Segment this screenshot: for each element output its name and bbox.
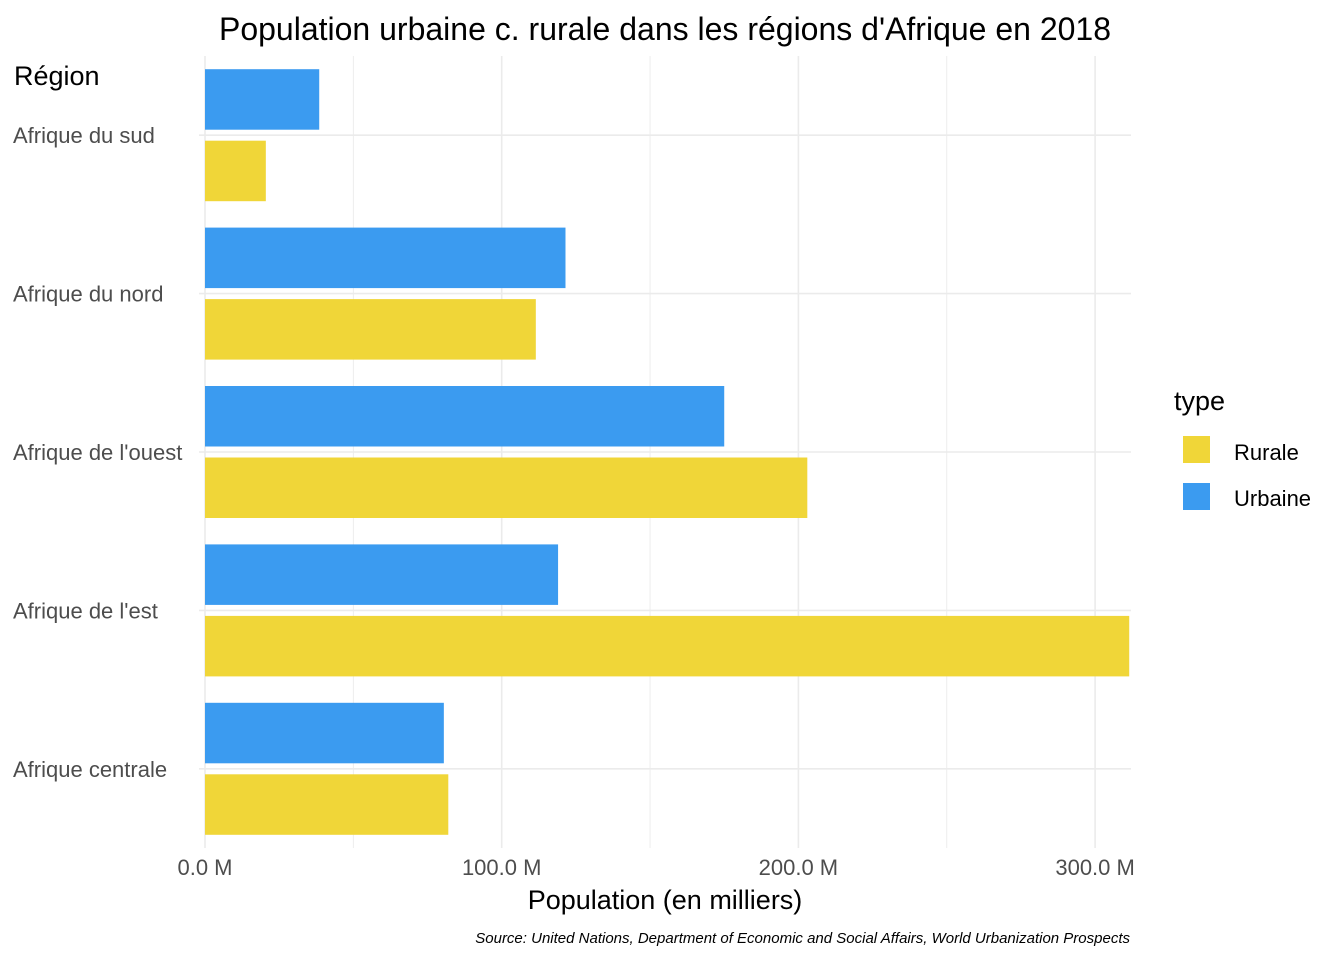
category-labels: Afrique du sud Afrique du nord Afrique de … bbox=[13, 123, 182, 782]
x-tick-label: 200.0 M bbox=[759, 855, 839, 880]
x-tick-label: 100.0 M bbox=[462, 855, 542, 880]
bar-rurale-0 bbox=[205, 140, 266, 202]
x-tick-label: 300.0 M bbox=[1055, 855, 1135, 880]
bar-rurale-1 bbox=[205, 299, 536, 360]
category-label: Afrique de l'est bbox=[13, 598, 158, 623]
category-label: Afrique du nord bbox=[13, 282, 163, 307]
legend: type Rurale Urbaine bbox=[1174, 386, 1311, 511]
bar-urbaine-1 bbox=[205, 227, 566, 289]
bar-urbaine-0 bbox=[205, 69, 320, 130]
bar-urbaine-2 bbox=[205, 386, 725, 447]
bar-rurale-4 bbox=[205, 774, 449, 835]
bar-rurale-3 bbox=[205, 615, 1130, 677]
caption: Source: United Nations, Department of Ec… bbox=[475, 930, 1130, 947]
x-tick-labels: 0.0 M 100.0 M 200.0 M 300.0 M bbox=[177, 855, 1134, 880]
chart-title: Population urbaine c. rurale dans les ré… bbox=[219, 11, 1111, 47]
bar-rurale-2 bbox=[205, 457, 808, 518]
x-tick-label: 0.0 M bbox=[177, 855, 232, 880]
legend-swatch-urbaine bbox=[1183, 483, 1210, 510]
category-label: Afrique centrale bbox=[13, 757, 167, 782]
legend-title: type bbox=[1174, 386, 1225, 416]
bar-urbaine-3 bbox=[205, 544, 559, 605]
legend-label-urbaine: Urbaine bbox=[1234, 486, 1311, 511]
y-axis-title: Région bbox=[14, 61, 100, 91]
legend-swatch-rurale bbox=[1183, 436, 1210, 463]
legend-label-rurale: Rurale bbox=[1234, 440, 1299, 465]
bar-urbaine-4 bbox=[205, 702, 444, 764]
category-label: Afrique de l'ouest bbox=[13, 440, 182, 465]
category-label: Afrique du sud bbox=[13, 123, 155, 148]
x-axis-title: Population (en milliers) bbox=[528, 885, 803, 915]
bars bbox=[205, 69, 1130, 835]
